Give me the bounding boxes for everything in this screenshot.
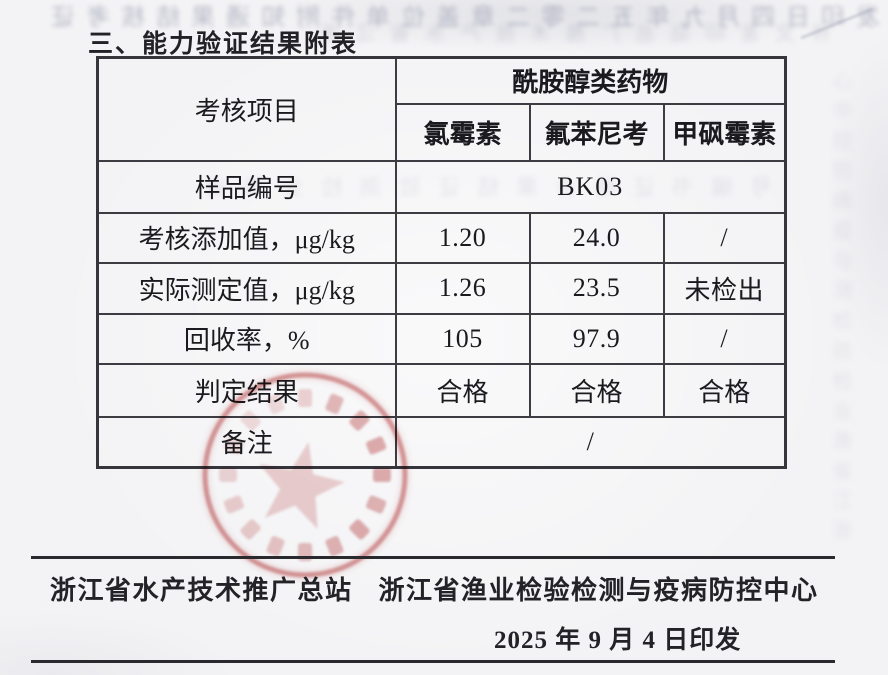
- cell-value: /: [662, 211, 787, 264]
- cell-value: 1.26: [394, 261, 531, 315]
- merged-value-sample-id: BK03: [394, 159, 787, 214]
- cell-value: 合格: [528, 362, 665, 418]
- group-header-cell: 酰胺醇类药物: [394, 56, 787, 105]
- cell-value: /: [662, 312, 787, 365]
- bleedthrough-text-right-margin: 心中控防病疫与测检验检业渔省江浙: [829, 70, 851, 550]
- column-header-chloramphenicol: 氯霉素: [394, 102, 531, 162]
- footer-rule-bottom: [31, 660, 835, 663]
- cell-value: 97.9: [528, 312, 665, 365]
- row-label-sample-id: 样品编号: [96, 159, 397, 214]
- seal-rim-characters: [219, 389, 391, 561]
- org-name-2: 浙江省渔业检验检测与疫病防控中心: [378, 576, 819, 605]
- results-table: 考核项目 酰胺醇类药物 氯霉素 氟苯尼考 甲砜霉素 样品编号 BK03 考核添加…: [96, 56, 788, 469]
- cell-value: 23.5: [528, 261, 665, 315]
- table-row: 回收率，% 105 97.9 /: [96, 312, 787, 365]
- pencil-stroke-artifact: [800, 7, 874, 40]
- table-row: 考核项目 酰胺醇类药物: [96, 56, 787, 162]
- cell-value: 合格: [394, 362, 531, 418]
- corner-header-cell: 考核项目: [96, 56, 397, 162]
- table-row: 样品编号 BK03: [96, 159, 787, 214]
- cell-value: 未检出: [662, 261, 787, 315]
- seal-ring: [202, 372, 408, 578]
- bleedthrough-text-top: 发印日四月九年五二零二章盖位单件附知通果结核考证验: [40, 4, 880, 27]
- cell-value: 24.0: [528, 211, 665, 264]
- org-name-1: 浙江省水产技术推广总站: [50, 576, 353, 605]
- cell-value: 105: [394, 312, 531, 365]
- row-label-recovery-rate: 回收率，%: [96, 312, 397, 365]
- column-header-florfenicol: 氟苯尼考: [528, 102, 665, 162]
- cell-value: 合格: [662, 362, 787, 418]
- row-label-assigned-value: 考核添加值，μg/kg: [96, 211, 397, 264]
- row-label-measured-value: 实际测定值，μg/kg: [96, 261, 397, 315]
- footer-date: 2025 年 9 月 4 日印发: [494, 627, 742, 654]
- seal-star: [259, 442, 345, 530]
- table-row: 氯霉素 氟苯尼考 甲砜霉素: [98, 102, 787, 162]
- footer-org-line: 浙江省水产技术推广总站 浙江省渔业检验检测与疫病防控中心: [50, 570, 840, 607]
- official-seal: [199, 369, 411, 581]
- table-row: 判定结果 合格 合格 合格: [96, 362, 787, 418]
- column-header-thiamphenicol: 甲砜霉素: [662, 102, 787, 162]
- cell-value: 1.20: [394, 211, 531, 264]
- footer-rule-top: [31, 556, 835, 559]
- table-row: 考核添加值，μg/kg 1.20 24.0 /: [96, 211, 787, 264]
- page-title: 三、能力验证结果附表: [88, 30, 359, 58]
- table-row: 实际测定值，μg/kg 1.26 23.5 未检出: [96, 261, 787, 315]
- table-row: 备注 /: [96, 415, 787, 469]
- merged-value-remarks: /: [394, 415, 787, 469]
